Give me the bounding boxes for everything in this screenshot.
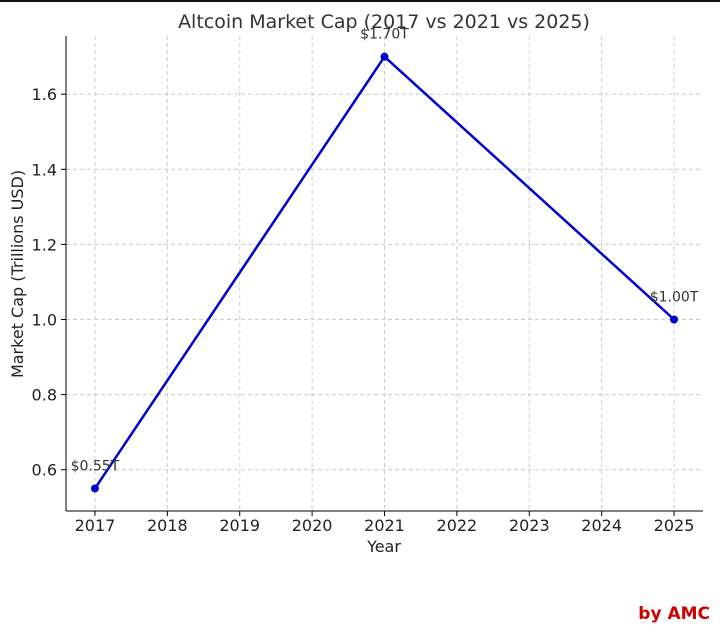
data-point: [90, 484, 99, 493]
x-axis-title: Year: [366, 537, 401, 556]
x-tick-label: 2017: [75, 516, 116, 535]
chart-title: Altcoin Market Cap (2017 vs 2021 vs 2025…: [178, 11, 590, 33]
x-tick-label: 2024: [581, 516, 622, 535]
x-tick-label: 2022: [437, 516, 478, 535]
x-tick-label: 2018: [147, 516, 188, 535]
data-label: $1.70T: [360, 27, 409, 43]
y-tick-label: 1.6: [32, 85, 57, 104]
data-label: $0.55T: [71, 458, 120, 474]
watermark: by AMC: [638, 604, 710, 624]
data-point: [380, 52, 389, 61]
x-tick-label: 2019: [219, 516, 260, 535]
y-tick-label: 1.4: [32, 160, 57, 179]
y-tick-label: 1.2: [32, 235, 57, 254]
data-label: $1.00T: [650, 289, 699, 305]
y-tick-label: 1.0: [32, 310, 57, 329]
data-point: [670, 315, 679, 324]
grid: [66, 36, 703, 511]
y-tick-label: 0.8: [32, 386, 57, 405]
y-axis-title: Market Cap (Trillions USD): [8, 170, 27, 378]
data-labels: $0.55T $1.70T $1.00T: [71, 27, 699, 475]
x-tick-label: 2023: [509, 516, 550, 535]
series: [90, 52, 679, 493]
x-tick-label: 2025: [654, 516, 695, 535]
x-tick-label: 2021: [364, 516, 405, 535]
y-tick-label: 0.6: [32, 461, 57, 480]
top-border: [0, 0, 720, 2]
x-tick-label: 2020: [292, 516, 333, 535]
axes: 2017 2018 2019 2020 2021 2022 2023 2024 2025 0.6 0…: [32, 36, 703, 535]
